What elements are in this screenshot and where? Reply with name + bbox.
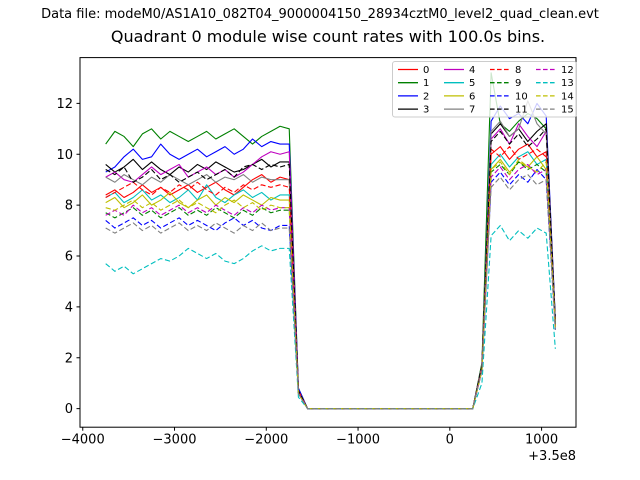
legend-label: 15 (561, 105, 574, 116)
legend-entry-14: 14 (536, 91, 574, 102)
x-tick-label: 0 (446, 433, 454, 448)
x-axis-offset-label: +3.5e8 (528, 449, 576, 464)
legend-entry-8: 8 (490, 65, 521, 76)
x-tick-label: −2000 (244, 433, 288, 448)
y-tick-label: 4 (65, 300, 73, 315)
legend-label: 10 (515, 91, 528, 102)
legend-entry-12: 12 (536, 65, 574, 76)
legend-entry-15: 15 (536, 105, 574, 116)
x-tick-label: −4000 (61, 433, 105, 448)
chart-title: Quadrant 0 module wise count rates with … (110, 27, 546, 46)
legend-label: 9 (515, 78, 521, 89)
legend-label: 13 (561, 78, 574, 89)
x-tick-label: −3000 (153, 433, 197, 448)
legend-entry-7: 7 (444, 105, 475, 116)
legend-label: 2 (423, 91, 429, 102)
legend-entry-5: 5 (444, 78, 475, 89)
legend-entry-11: 11 (490, 105, 528, 116)
legend-entry-0: 0 (398, 65, 429, 76)
y-tick-label: 12 (56, 97, 73, 112)
legend-label: 11 (515, 105, 528, 116)
legend-entry-10: 10 (490, 91, 528, 102)
series-line-15 (105, 174, 556, 410)
legend-entry-9: 9 (490, 78, 521, 89)
legend-label: 5 (469, 78, 475, 89)
y-tick-label: 2 (65, 351, 73, 366)
legend-entry-3: 3 (398, 105, 429, 116)
legend-entry-2: 2 (398, 91, 429, 102)
y-tick-label: 8 (65, 199, 73, 214)
axes-frame (79, 57, 577, 428)
legend-entry-13: 13 (536, 78, 574, 89)
legend-label: 14 (561, 91, 574, 102)
y-tick-label: 6 (65, 250, 73, 265)
y-tick-label: 10 (56, 148, 73, 163)
data-file-label: Data file: modeM0/AS1A10_082T04_90000041… (41, 7, 599, 22)
legend-label: 1 (423, 78, 429, 89)
legend-frame (392, 61, 577, 118)
legend-label: 7 (469, 105, 475, 116)
legend-label: 6 (469, 91, 475, 102)
legend-label: 0 (423, 65, 429, 76)
legend-entry-1: 1 (398, 78, 429, 89)
x-tick-label: −1000 (336, 433, 380, 448)
legend-entry-6: 6 (444, 91, 475, 102)
legend-entry-4: 4 (444, 65, 475, 76)
legend-label: 3 (423, 105, 429, 116)
y-tick-label: 0 (65, 402, 73, 417)
x-tick-label: 1000 (525, 433, 558, 448)
legend-label: 8 (515, 65, 521, 76)
legend-label: 12 (561, 65, 574, 76)
legend-label: 4 (469, 65, 475, 76)
